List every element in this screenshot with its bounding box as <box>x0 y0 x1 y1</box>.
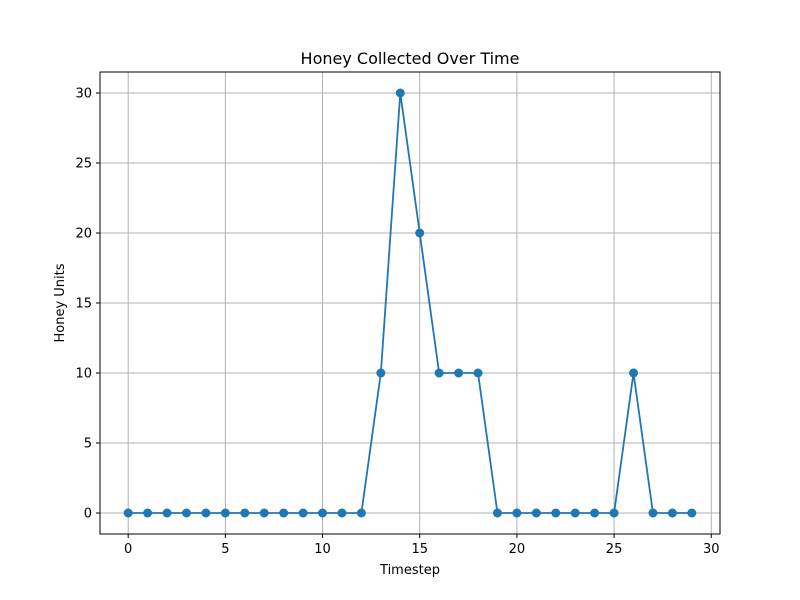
data-point-marker <box>220 508 230 518</box>
data-point-marker <box>240 508 250 518</box>
y-tick-label: 25 <box>75 157 92 172</box>
data-point-marker <box>609 508 619 518</box>
series-layer <box>123 88 697 518</box>
y-tick-label: 5 <box>84 437 92 452</box>
y-tick-label: 15 <box>75 297 92 312</box>
data-point-marker <box>687 508 697 518</box>
data-point-marker <box>279 508 289 518</box>
data-point-marker <box>318 508 328 518</box>
x-tick-label: 10 <box>314 542 331 557</box>
data-point-marker <box>395 88 405 98</box>
x-axis-label: Timestep <box>379 563 440 578</box>
data-point-marker <box>667 508 677 518</box>
chart-title: Honey Collected Over Time <box>301 49 520 68</box>
x-tick-label: 5 <box>221 542 229 557</box>
data-point-marker <box>162 508 172 518</box>
data-point-marker <box>570 508 580 518</box>
y-tick-label: 0 <box>84 507 92 522</box>
data-point-marker <box>298 508 308 518</box>
y-tick-label: 30 <box>75 87 92 102</box>
data-point-marker <box>473 368 483 378</box>
x-tick-label: 25 <box>606 542 623 557</box>
ticks-layer: 0 5 10 15 20 25 30 0 5 10 15 20 25 30 <box>75 87 719 558</box>
x-tick-label: 20 <box>509 542 526 557</box>
data-point-marker <box>512 508 522 518</box>
data-point-marker <box>143 508 153 518</box>
data-point-marker <box>590 508 600 518</box>
data-point-marker <box>629 368 639 378</box>
x-tick-label: 0 <box>124 542 132 557</box>
data-point-marker <box>259 508 269 518</box>
data-point-marker <box>531 508 541 518</box>
data-point-marker <box>492 508 502 518</box>
data-point-marker <box>123 508 133 518</box>
data-point-marker <box>356 508 366 518</box>
data-point-marker <box>454 368 464 378</box>
data-point-marker <box>434 368 444 378</box>
data-point-marker <box>551 508 561 518</box>
y-axis-label: Honey Units <box>53 263 68 342</box>
y-tick-label: 10 <box>75 367 92 382</box>
data-point-marker <box>648 508 658 518</box>
data-point-marker <box>376 368 386 378</box>
data-point-marker <box>181 508 191 518</box>
data-point-marker <box>337 508 347 518</box>
data-point-marker <box>201 508 211 518</box>
y-tick-label: 20 <box>75 227 92 242</box>
data-point-marker <box>415 228 425 238</box>
x-tick-label: 15 <box>411 542 428 557</box>
x-tick-label: 30 <box>703 542 720 557</box>
